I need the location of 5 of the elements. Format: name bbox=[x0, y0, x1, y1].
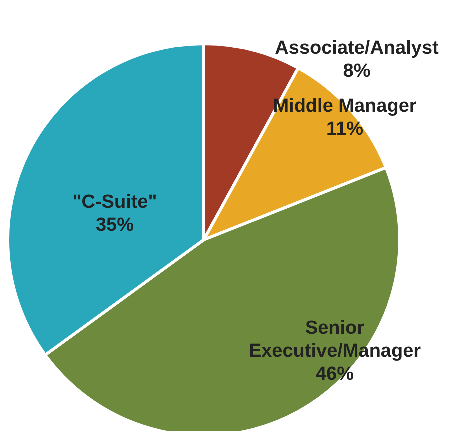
slice-label: Associate/Analyst bbox=[275, 38, 440, 59]
data-label: 8% bbox=[343, 61, 371, 82]
data-label: 35% bbox=[96, 215, 134, 236]
data-label: 11% bbox=[326, 119, 364, 140]
slice-label: "C-Suite" bbox=[72, 192, 158, 213]
